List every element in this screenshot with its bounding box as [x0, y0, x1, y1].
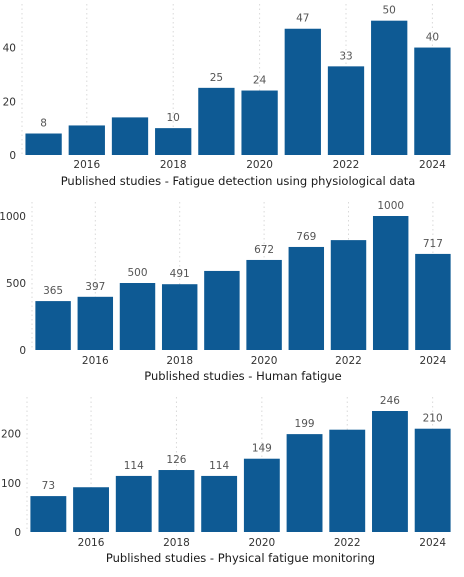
chart-1: 8 10 25 24 47 33 50 40 0 20 40 2016 2018 2020 2022 2024…: [3, 4, 451, 188]
x-tick-label: 2018: [163, 537, 190, 549]
bar: [286, 434, 323, 532]
data-label: 50: [383, 5, 396, 17]
bar: [73, 487, 109, 532]
y-tick-label: 40: [3, 43, 16, 55]
y-tick-label: 0: [19, 345, 26, 357]
bar: [68, 125, 105, 155]
bar: [35, 301, 71, 350]
data-label: 365: [43, 285, 63, 297]
x-tick-label: 2024: [419, 159, 446, 171]
data-label: 210: [423, 413, 443, 425]
data-label: 10: [167, 112, 180, 124]
x-tick-label: 2020: [246, 159, 273, 171]
chart-2: 365 397 500 491 672 769 1000 717 0 500 1000 2016 201…: [0, 200, 451, 383]
y-tick-label: 20: [3, 96, 16, 108]
data-label: 25: [210, 72, 223, 84]
data-label: 769: [296, 231, 316, 243]
bar: [372, 216, 409, 350]
bar: [201, 475, 238, 532]
bar: [198, 87, 235, 155]
x-tick-label: 2018: [166, 355, 193, 367]
bar: [119, 283, 156, 350]
bar: [371, 20, 408, 155]
chart-3: 73 114 126 114 149 199 246 210 0 100 200 2016 2018 20…: [1, 395, 451, 565]
x-tick-label: 2022: [334, 537, 361, 549]
x-axis-label: Published studies - Human fatigue: [144, 369, 341, 383]
bar: [158, 470, 195, 532]
bar: [25, 133, 62, 155]
data-label: 33: [339, 50, 352, 62]
data-label: 40: [426, 32, 439, 44]
y-tick-label: 0: [14, 527, 21, 539]
bar: [243, 458, 280, 532]
bar: [30, 496, 67, 532]
data-label: 246: [380, 395, 400, 407]
x-tick-label: 2022: [335, 355, 362, 367]
data-label: 491: [170, 268, 190, 280]
data-label: 717: [423, 238, 443, 250]
bar: [415, 253, 451, 350]
bar: [115, 475, 152, 532]
data-label: 500: [127, 267, 147, 279]
x-tick-label: 2018: [160, 159, 187, 171]
data-label: 47: [296, 13, 309, 25]
bar: [111, 117, 149, 155]
y-tick-label: 1000: [0, 211, 26, 223]
bar: [77, 296, 114, 350]
bar: [204, 270, 240, 350]
x-tick-label: 2016: [82, 355, 109, 367]
data-label: 73: [42, 480, 55, 492]
bar: [241, 90, 278, 155]
bar: [288, 246, 325, 350]
bar: [329, 429, 366, 532]
data-label: 199: [295, 418, 315, 430]
x-tick-label: 2016: [73, 159, 100, 171]
x-tick-label: 2020: [251, 355, 278, 367]
x-tick-label: 2016: [78, 537, 105, 549]
x-axis-label: Published studies - Physical fatigue mon…: [106, 551, 375, 565]
bar: [284, 28, 321, 155]
bar: [330, 240, 367, 350]
y-tick-label: 500: [6, 278, 26, 290]
bar: [327, 66, 365, 155]
bar: [372, 411, 408, 532]
x-tick-label: 2024: [419, 537, 446, 549]
y-tick-label: 100: [1, 478, 21, 490]
data-label: 1000: [377, 200, 404, 212]
data-label: 24: [253, 75, 267, 87]
data-label: 149: [252, 443, 272, 455]
bar: [246, 259, 282, 350]
x-tick-label: 2022: [333, 159, 360, 171]
bar: [161, 284, 198, 350]
x-axis-label: Published studies - Fatigue detection us…: [61, 174, 416, 188]
bar: [155, 128, 192, 155]
data-label: 114: [209, 460, 229, 472]
y-tick-label: 0: [9, 150, 16, 162]
data-label: 672: [254, 244, 274, 256]
data-label: 8: [40, 118, 47, 130]
data-label: 126: [166, 454, 186, 466]
bar: [414, 47, 451, 155]
bar: [414, 428, 451, 532]
y-tick-label: 200: [1, 429, 21, 441]
data-label: 397: [85, 281, 105, 293]
data-label: 114: [124, 460, 144, 472]
x-tick-label: 2020: [248, 537, 275, 549]
x-tick-label: 2024: [420, 355, 447, 367]
